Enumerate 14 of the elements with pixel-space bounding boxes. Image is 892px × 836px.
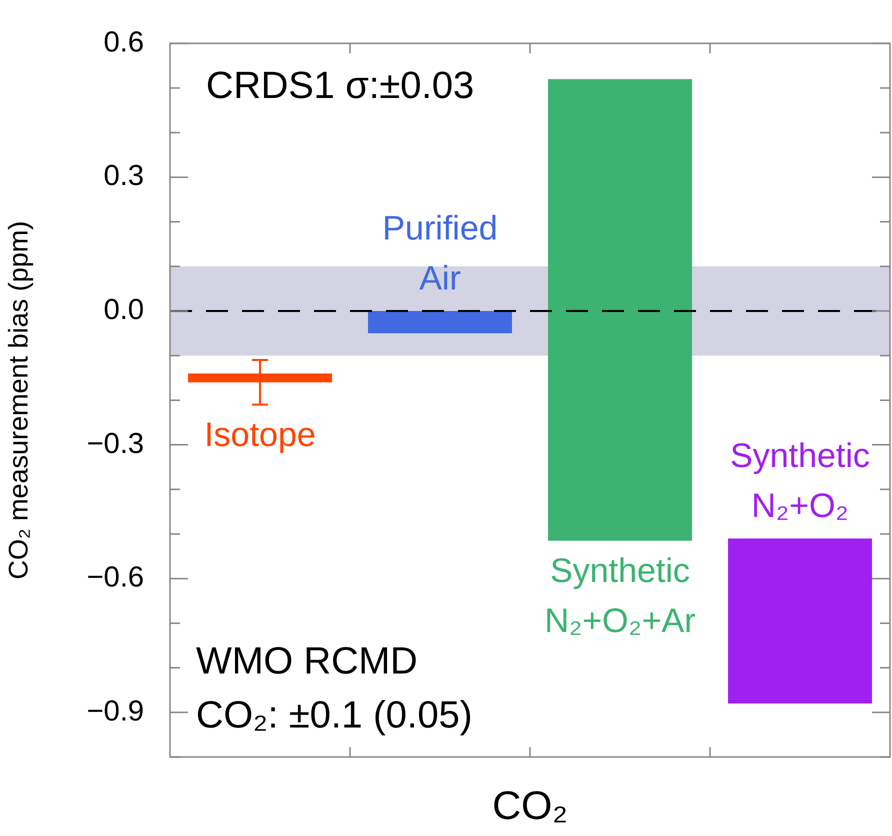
y-tick-label: 0.0 xyxy=(104,294,144,326)
x-axis-title: CO₂ xyxy=(492,784,568,828)
annotation: Synthetic N₂+O₂+Ar xyxy=(544,552,696,640)
annotation: CRDS1 σ:±0.03 xyxy=(206,64,474,107)
y-tick-label: −0.9 xyxy=(86,695,144,728)
y-tick-label: 0.3 xyxy=(104,160,144,192)
y-tick-label: 0.6 xyxy=(104,26,144,58)
y-tick-label: −0.3 xyxy=(86,428,144,460)
annotation: Purified Air xyxy=(382,209,498,298)
annotation: Synthetic N₂+O₂ xyxy=(730,436,870,525)
annotation: Isotope xyxy=(204,416,316,454)
y-axis-title: CO₂ measurement bias (ppm) xyxy=(4,220,34,580)
annotation: WMO RCMD CO₂: ±0.1 (0.05) xyxy=(196,640,472,736)
y-tick-label: −0.6 xyxy=(86,562,144,594)
